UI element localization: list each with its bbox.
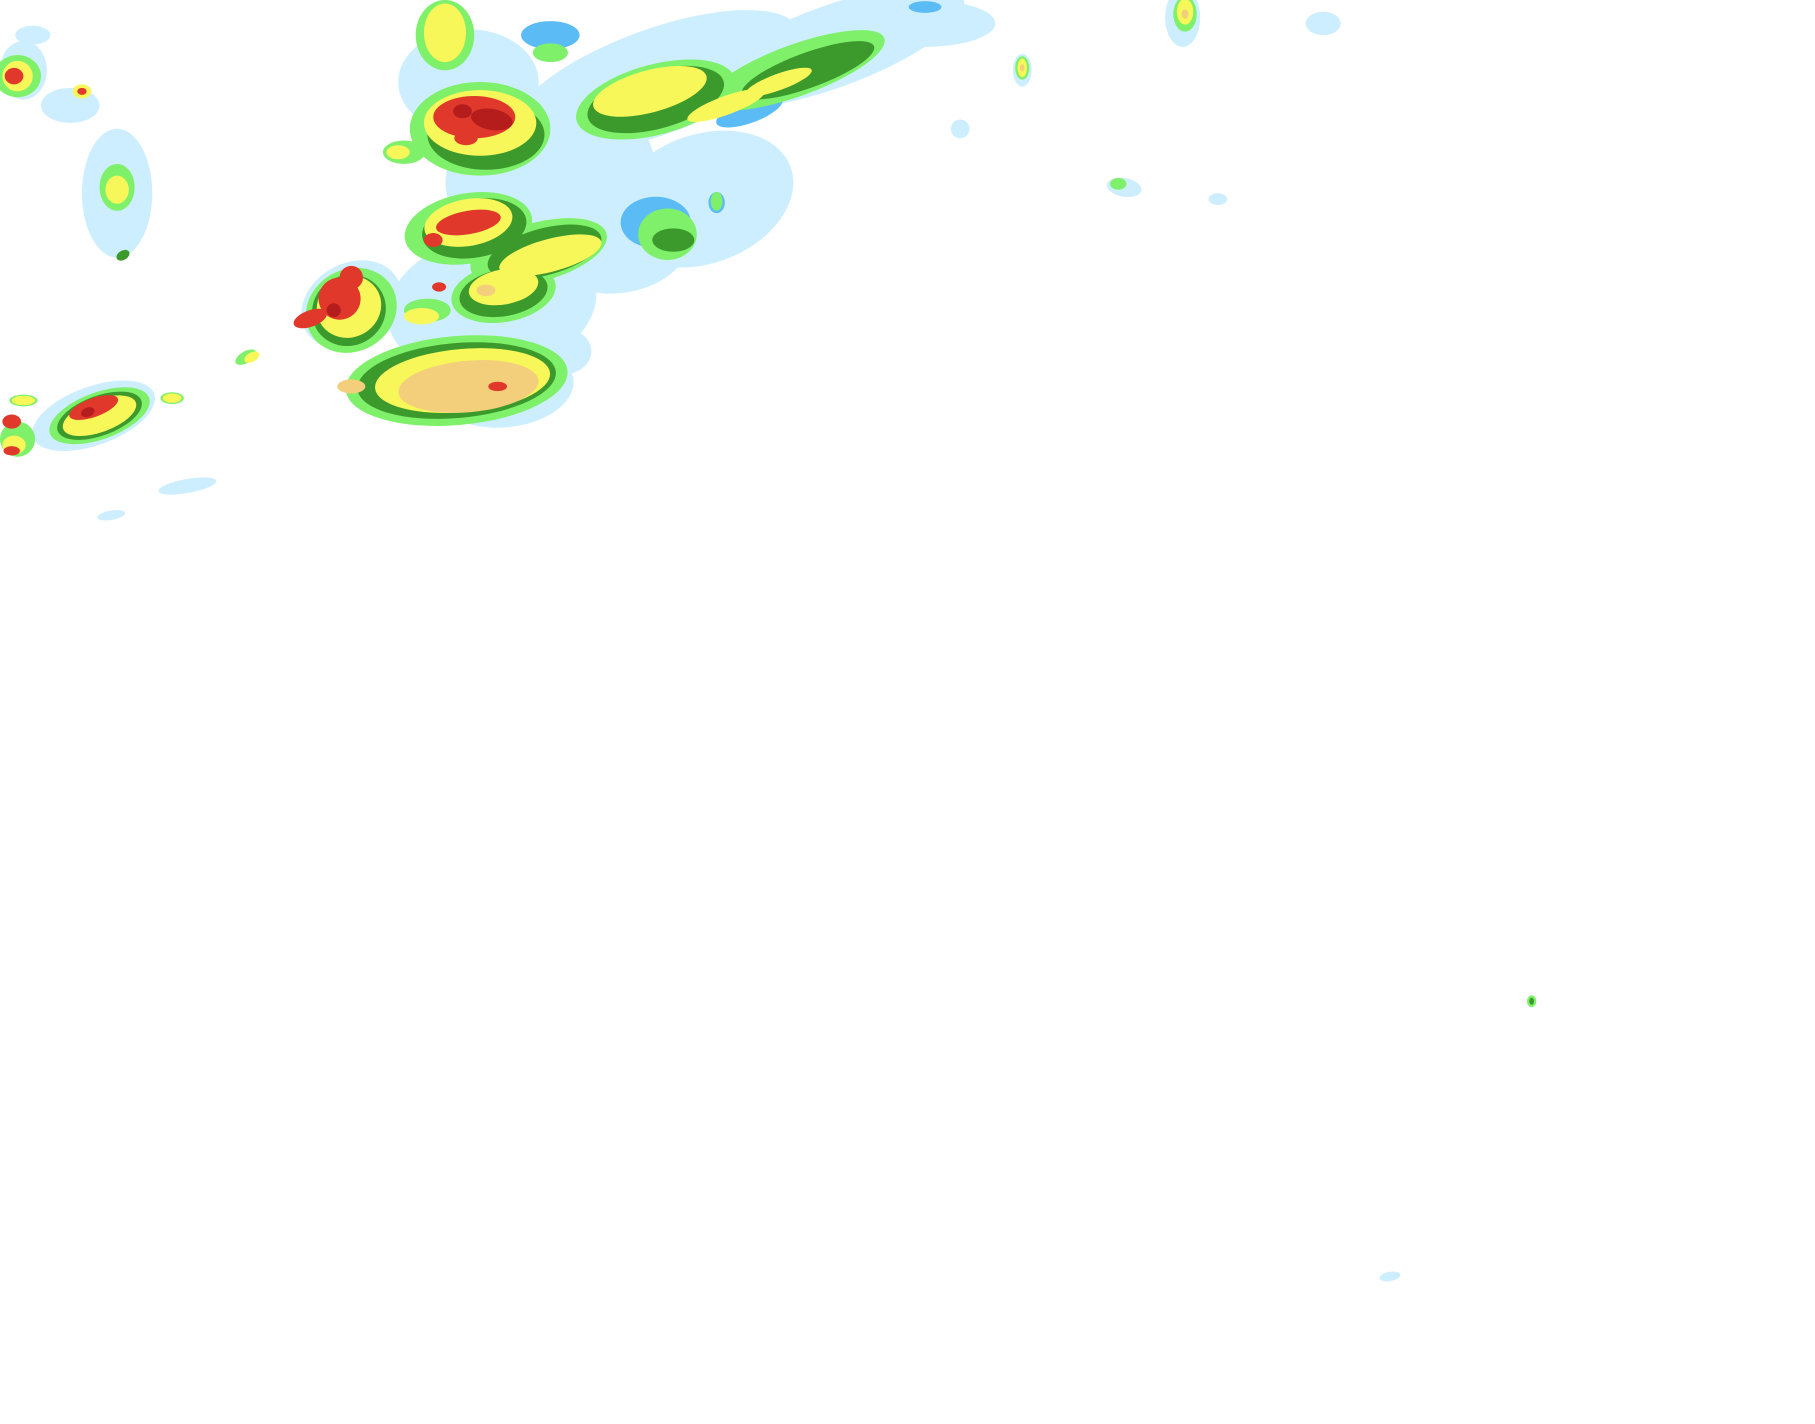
precipitation-cell (386, 145, 410, 160)
extreme-rain-layer (81, 104, 513, 418)
precipitation-cell (454, 131, 478, 146)
precipitation-cell (687, 88, 765, 122)
precipitation-cell (854, 0, 996, 47)
precipitation-cell (1181, 9, 1189, 19)
precipitation-cell (745, 67, 812, 97)
precipitation-cell (593, 65, 707, 117)
precipitation-cell (1208, 193, 1228, 205)
precipitation-cell (1305, 11, 1341, 36)
precipitation-cell (710, 192, 723, 211)
precipitation-cell (4, 67, 24, 85)
precipitation-cell (432, 282, 447, 292)
precipitation-cell (158, 477, 217, 495)
precipitation-cell (436, 209, 501, 236)
precipitation-cell (453, 104, 472, 119)
precipitation-cell (499, 234, 602, 277)
precipitation-cell (488, 381, 508, 392)
precipitation-cell (293, 308, 328, 329)
precipitation-cell (423, 3, 467, 63)
precipitation-cell (326, 303, 341, 318)
precipitation-cell (1529, 997, 1534, 1005)
precipitation-cell (476, 284, 496, 297)
precipitation-cell (162, 393, 182, 403)
light-precipitation-layer (0, 0, 1401, 1282)
precipitation-cell (908, 1, 942, 13)
precipitation-cell (11, 395, 36, 406)
precipitation-cell (1019, 64, 1025, 72)
precipitation-cell (1379, 1271, 1401, 1282)
precipitation-cell (97, 510, 126, 521)
precipitation-cell (398, 360, 539, 413)
precipitation-cell (116, 249, 130, 261)
precipitation-cell (521, 21, 580, 50)
precipitation-cell (950, 119, 970, 139)
precipitation-cell (423, 233, 443, 248)
precipitation-cell (403, 307, 440, 325)
precipitation-cell (105, 175, 129, 204)
precipitation-cell (62, 395, 137, 437)
precipitation-cell (77, 87, 87, 95)
precipitation-cell (244, 351, 260, 363)
precipitation-cell (339, 265, 363, 290)
precipitation-cell (2, 414, 22, 429)
precipitation-cell (81, 407, 95, 418)
precipitation-cell (532, 43, 568, 63)
precipitation-cell (15, 25, 51, 45)
very-heavy-rain-layer (337, 9, 1189, 413)
precipitation-cell (337, 379, 366, 394)
precipitation-cell (1110, 178, 1127, 190)
precipitation-cell (3, 446, 20, 456)
precipitation-cell (652, 228, 695, 252)
precipitation-cell (470, 108, 513, 131)
